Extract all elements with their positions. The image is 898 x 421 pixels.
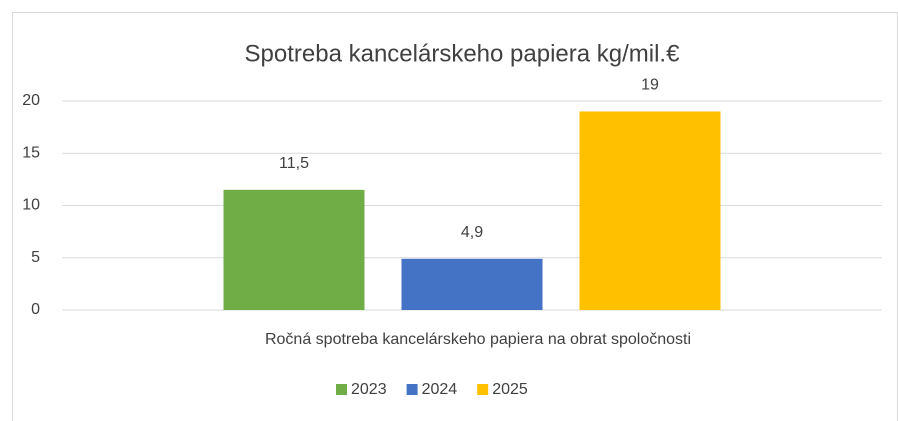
chart-border [12, 12, 898, 421]
legend-label: 2023 [351, 381, 387, 398]
data-label: 11,5 [279, 155, 309, 172]
legend-swatch [336, 384, 347, 395]
y-tick-label: 0 [31, 301, 40, 318]
legend-swatch [477, 384, 489, 395]
y-tick-label: 15 [22, 144, 40, 161]
x-tick-label: Ročná spotreba kancelárskeho papiera na … [265, 331, 691, 348]
y-tick-label: 20 [22, 92, 40, 109]
chart-title: Spotreba kancelárskeho papiera kg/mil.€ [245, 40, 681, 67]
legend-label: 2024 [422, 381, 458, 398]
y-tick-label: 10 [22, 197, 40, 214]
bar [579, 111, 721, 310]
bar [401, 258, 543, 310]
y-tick-label: 5 [31, 249, 40, 266]
data-label: 4,9 [461, 224, 483, 241]
bar [223, 189, 365, 310]
data-label: 19 [641, 77, 659, 94]
legend-swatch [406, 384, 418, 395]
legend-label: 2025 [492, 381, 528, 398]
